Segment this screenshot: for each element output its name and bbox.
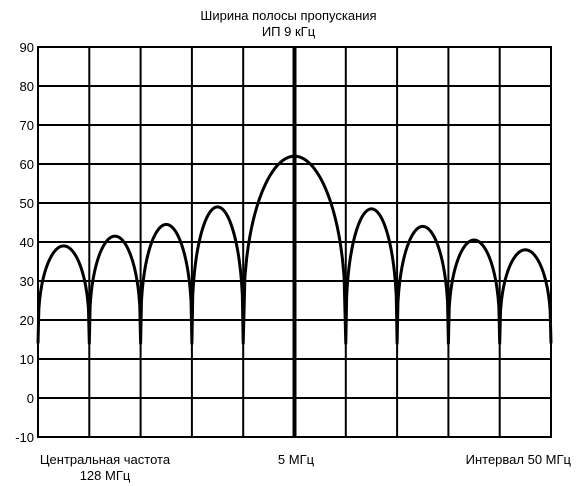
y-axis-ticks: -10 0 10 20 30 40 50 60 70 80 90 [15, 40, 34, 445]
spectrum-curve [36, 154, 553, 345]
center-frequency-line2: 128 МГц [79, 468, 131, 483]
y-tick-label: 0 [27, 391, 34, 406]
span-label: Интервал 50 МГц [465, 452, 571, 467]
y-tick-label: -10 [15, 430, 34, 445]
y-tick-label: 10 [20, 352, 34, 367]
center-frequency-label: Центральная частота 128 МГц [30, 452, 180, 484]
y-tick-label: 60 [20, 157, 34, 172]
chart-title: Ширина полосы пропускания [200, 8, 377, 23]
center-frequency-line1: Центральная частота [39, 452, 171, 467]
y-tick-label: 40 [20, 235, 34, 250]
y-tick-label: 70 [20, 118, 34, 133]
division-label: 5 МГц [277, 452, 315, 467]
plot-frame [37, 46, 552, 438]
y-tick-label: 20 [20, 313, 34, 328]
chart-subtitle: ИП 9 кГц [261, 24, 316, 39]
chart-grid [37, 46, 552, 438]
y-tick-label: 30 [20, 274, 34, 289]
y-tick-label: 90 [20, 40, 34, 55]
y-tick-label: 80 [20, 79, 34, 94]
y-tick-label: 50 [20, 196, 34, 211]
